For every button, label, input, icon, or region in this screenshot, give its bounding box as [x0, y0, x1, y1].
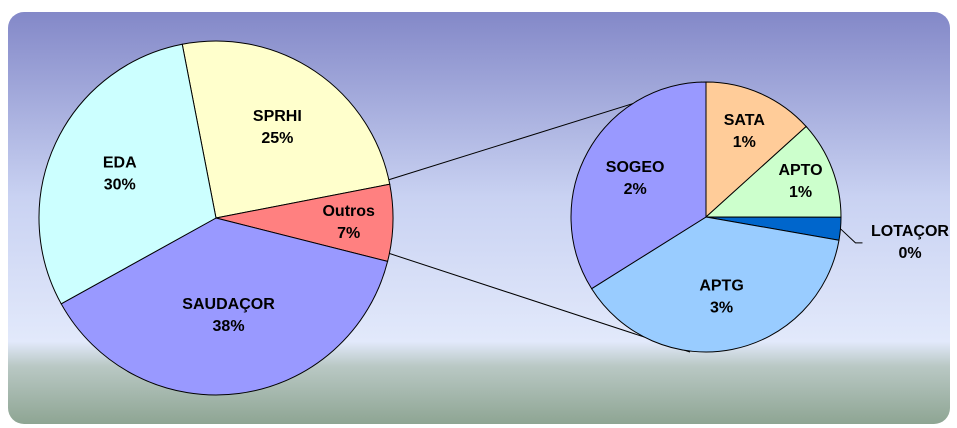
- slice-value-label: 7%: [337, 225, 360, 242]
- pie-slice: [590, 216, 840, 353]
- slice-value-label: 0%: [898, 245, 921, 262]
- slice-value-label: 25%: [261, 130, 293, 147]
- pie-slice: [60, 217, 389, 396]
- slice-label: LOTAÇOR: [871, 223, 949, 240]
- slice-label: EDA: [103, 154, 137, 171]
- slice-value-label: 38%: [213, 318, 245, 335]
- slice-label: SATA: [724, 112, 766, 129]
- slice-label: SPRHI: [253, 108, 302, 125]
- slice-value-label: 1%: [789, 184, 812, 201]
- leader-line: [840, 228, 863, 244]
- slice-label: Outros: [322, 203, 375, 220]
- slice-label: SAUDAÇOR: [182, 296, 275, 313]
- pie-slice: [704, 125, 842, 218]
- slice-label: APTG: [699, 278, 743, 295]
- slice-label: APTO: [778, 162, 822, 179]
- slice-value-label: 1%: [733, 134, 756, 151]
- pie-slice: [181, 40, 391, 219]
- pie-slice: [570, 81, 707, 290]
- slice-label: SOGEO: [606, 159, 665, 176]
- slice-value-label: 2%: [624, 181, 647, 198]
- pie-slice: [38, 43, 217, 305]
- pie-slice: [705, 81, 807, 219]
- slice-value-label: 30%: [104, 176, 136, 193]
- slice-value-label: 3%: [710, 300, 733, 317]
- connector-line: [387, 252, 691, 353]
